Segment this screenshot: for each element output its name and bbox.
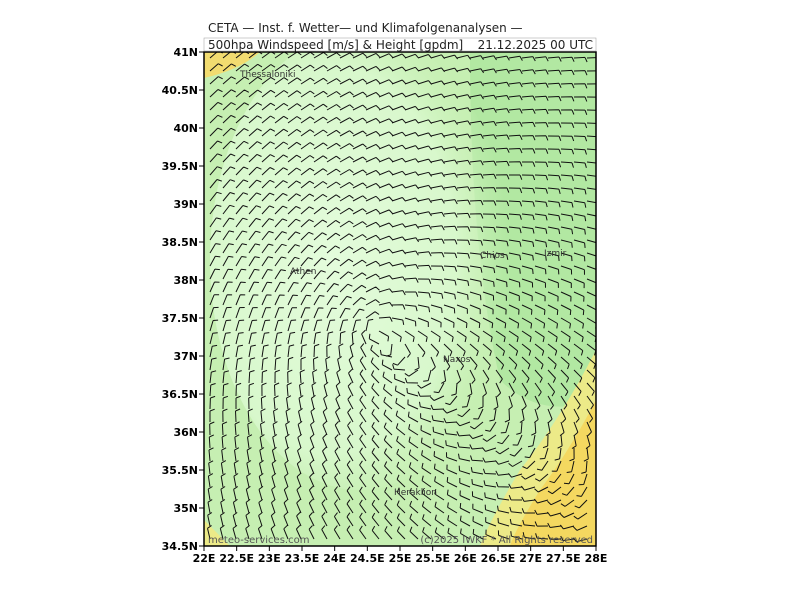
y-tick-label: 38N: [173, 274, 198, 287]
y-tick-label: 40N: [173, 122, 198, 135]
city-label: Naxos: [443, 355, 471, 365]
x-tick-label: 26.5E: [481, 552, 516, 565]
x-tick-label: 23.5E: [285, 552, 320, 565]
x-tick-label: 23E: [258, 552, 281, 565]
city-label: Chios: [480, 251, 505, 261]
y-tick-label: 41N: [173, 46, 198, 59]
city-label: Thessaloniki: [239, 70, 296, 80]
field: [204, 52, 596, 546]
x-tick-label: 25.5E: [415, 552, 450, 565]
x-tick-label: 22.5E: [219, 552, 254, 565]
date: 21.12.2025 00 UTC: [478, 38, 593, 52]
city-label: Athen: [290, 267, 316, 277]
x-tick-label: 27.5E: [546, 552, 581, 565]
title: CETA — Inst. f. Wetter— und Klimafolgena…: [208, 21, 523, 35]
footer-left: meteo-services.com: [208, 535, 309, 546]
x-tick-label: 27E: [519, 552, 542, 565]
y-tick-label: 35N: [173, 502, 198, 515]
x-tick-label: 22E: [193, 552, 216, 565]
y-tick-label: 36.5N: [162, 388, 198, 401]
y-tick-label: 35.5N: [162, 464, 198, 477]
y-tick-label: 39N: [173, 198, 198, 211]
city-label: Heraklion: [394, 488, 437, 498]
x-tick-label: 25E: [389, 552, 412, 565]
x-tick-label: 28E: [585, 552, 608, 565]
title-box: [203, 37, 597, 52]
weak-wind: [210, 52, 510, 490]
y-tick-label: 38.5N: [162, 236, 198, 249]
x-tick-label: 24.5E: [350, 552, 385, 565]
x-tick-label: 26E: [454, 552, 477, 565]
y-tick-label: 37N: [173, 350, 198, 363]
subtitle: 500hpa Windspeed [m/s] & Height [gpdm]: [208, 38, 463, 52]
strongest-wind: [510, 400, 596, 546]
wind-barbs: [207, 52, 596, 543]
y-tick-label: 34.5N: [162, 540, 198, 553]
strong-wind-nw: [204, 52, 260, 78]
x-tick-label: 24E: [323, 552, 346, 565]
y-tick-label: 40.5N: [162, 84, 198, 97]
footer-right: (c)2025 IWKF * All Rights reserved: [420, 535, 593, 546]
y-tick-label: 36N: [173, 426, 198, 439]
y-tick-label: 39.5N: [162, 160, 198, 173]
y-tick-label: 37.5N: [162, 312, 198, 325]
city-label: Izmir: [544, 249, 567, 259]
